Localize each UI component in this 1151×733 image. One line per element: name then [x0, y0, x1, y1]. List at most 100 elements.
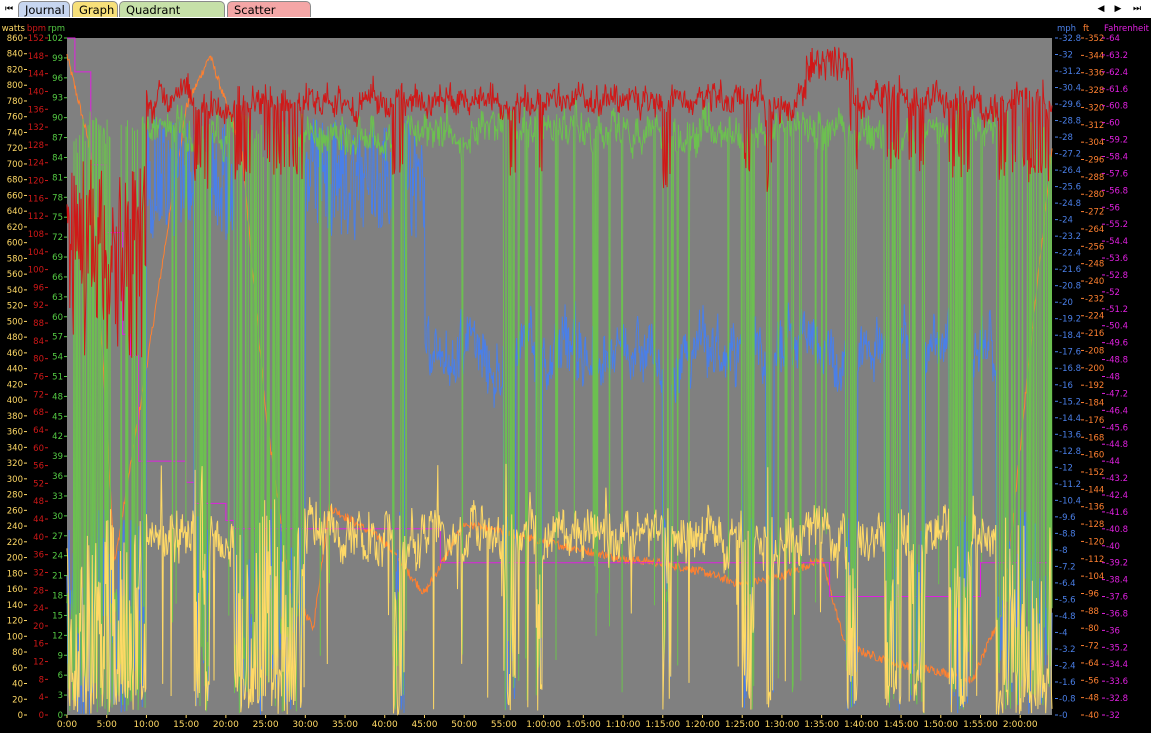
tick-label-ft: -288 [1085, 173, 1104, 183]
tick-label-ft: -160 [1085, 451, 1104, 461]
tick-label-fahrenheit: -40 [1106, 542, 1120, 552]
x-tick-label: 40:00 [372, 720, 398, 730]
tick-label-bpm: 84 [33, 337, 44, 347]
tick-label-fahrenheit: -37.6 [1106, 593, 1128, 603]
tick-label-bpm: 20 [33, 622, 44, 632]
tick-label-bpm: 0 [39, 711, 44, 721]
tab-journal[interactable]: Journal [18, 1, 70, 17]
x-tick-label: 1:15:00 [645, 720, 680, 730]
tick-label-ft: -352 [1085, 34, 1104, 44]
tick-label-rpm: 45 [52, 412, 63, 422]
tick-label-rpm: 90 [52, 114, 63, 124]
series-line-heart-rate [66, 46, 1053, 358]
tick-label-mph: -20.8 [1059, 282, 1081, 292]
tick-label-ft: -152 [1085, 468, 1104, 478]
tick-label-mph: -32 [1059, 51, 1073, 61]
tick-label-mph: -2.4 [1059, 661, 1076, 671]
tick-label-mph: -12 [1059, 463, 1073, 473]
tick-label-fahrenheit: -49.6 [1106, 339, 1128, 349]
tick-label-rpm: 15 [52, 611, 63, 621]
tick-label-fahrenheit: -48 [1106, 373, 1120, 383]
tick-label-watts: 80 [12, 648, 23, 658]
tick-label-ft: -320 [1085, 103, 1104, 113]
tick-label-rpm: 54 [52, 353, 63, 363]
tick-label-rpm: 39 [52, 452, 63, 462]
graph-chart[interactable]: watts02040608010012014016018020022024026… [0, 18, 1151, 733]
tick-label-bpm: 8 [39, 675, 44, 685]
tick-label-rpm: 9 [58, 651, 63, 661]
tick-label-ft: -208 [1085, 346, 1104, 356]
tick-label-rpm: 0 [58, 711, 63, 721]
axis-label-rpm: rpm [48, 24, 65, 34]
tab-scroll-last-icon[interactable]: ⏭ [1132, 4, 1142, 14]
tick-label-rpm: 84 [52, 153, 63, 163]
tick-label-fahrenheit: -53.6 [1106, 254, 1128, 264]
tick-label-fahrenheit: -55.2 [1106, 220, 1128, 230]
tick-label-bpm: 148 [28, 52, 44, 62]
tick-label-mph: -9.6 [1059, 513, 1076, 523]
tick-label-fahrenheit: -43.2 [1106, 474, 1128, 484]
tick-label-rpm: 72 [52, 233, 63, 243]
tick-label-watts: 620 [7, 223, 23, 233]
x-tick-label: 0:00 [57, 720, 77, 730]
tab-scroll-next-icon[interactable]: ▶ [1114, 4, 1122, 14]
tick-label-watts: 820 [7, 65, 23, 75]
tick-label-rpm: 42 [52, 432, 63, 442]
tab-graph[interactable]: Graph [72, 1, 118, 17]
tick-label-rpm: 63 [52, 293, 63, 303]
tick-label-fahrenheit: -51.2 [1106, 305, 1128, 315]
tick-label-bpm: 112 [28, 212, 44, 222]
tick-label-bpm: 24 [33, 604, 44, 614]
tick-label-watts: 0 [18, 711, 23, 721]
tick-label-rpm: 3 [58, 691, 63, 701]
tick-label-ft: -104 [1085, 572, 1104, 582]
tick-label-fahrenheit: -41.6 [1106, 508, 1128, 518]
tick-label-bpm: 12 [33, 658, 44, 668]
tick-label-bpm: 44 [33, 515, 44, 525]
tick-label-mph: -17.6 [1059, 348, 1081, 358]
tab-quadrant-analysis[interactable]: Quadrant Analysis [119, 1, 225, 33]
tick-label-rpm: 60 [52, 313, 63, 323]
tick-label-ft: -136 [1085, 503, 1104, 513]
tick-label-watts: 520 [7, 302, 23, 312]
tick-label-mph: -4.8 [1059, 612, 1076, 622]
x-tick-label: 30:00 [292, 720, 318, 730]
tick-label-watts: 680 [7, 176, 23, 186]
tick-label-fahrenheit: -44.8 [1106, 440, 1128, 450]
tick-label-mph: -6.4 [1059, 579, 1076, 589]
tick-label-fahrenheit: -50.4 [1106, 322, 1128, 332]
tick-label-rpm: 75 [52, 213, 63, 223]
tick-label-watts: 40 [12, 680, 23, 690]
tick-label-mph: -3.2 [1059, 645, 1076, 655]
tick-label-bpm: 60 [33, 444, 44, 454]
tick-label-fahrenheit: -42.4 [1106, 491, 1128, 501]
tick-label-watts: 660 [7, 191, 23, 201]
series-layer [66, 37, 1053, 716]
tick-label-watts: 180 [7, 569, 23, 579]
tick-label-ft: -248 [1085, 260, 1104, 270]
tick-label-fahrenheit: -60 [1106, 119, 1120, 129]
tab-scroll-first-icon[interactable]: ⏮ [4, 4, 14, 14]
tick-label-mph: -8 [1059, 546, 1067, 556]
tick-label-bpm: 124 [28, 159, 44, 169]
tick-label-ft: -40 [1085, 711, 1099, 721]
tick-label-watts: 260 [7, 506, 23, 516]
axis-label-fahrenheit: Fahrenheit [1104, 24, 1150, 34]
tick-label-ft: -72 [1085, 642, 1099, 652]
x-tick-label: 45:00 [411, 720, 437, 730]
tick-label-ft: -80 [1085, 624, 1099, 634]
x-tick-label: 1:25:00 [725, 720, 760, 730]
tick-label-bpm: 88 [33, 319, 44, 329]
axis-label-bpm: bpm [27, 24, 46, 34]
tick-label-rpm: 87 [52, 134, 63, 144]
axis-label-watts: watts [2, 24, 26, 34]
tab-scatter-graph[interactable]: Scatter Graph [227, 1, 311, 33]
tick-label-bpm: 48 [33, 497, 44, 507]
tab-scroll-prev-icon[interactable]: ◀ [1097, 4, 1105, 14]
tick-label-fahrenheit: -60.8 [1106, 102, 1128, 112]
tick-label-bpm: 92 [33, 301, 44, 311]
tick-label-ft: -280 [1085, 190, 1104, 200]
series-line-power [66, 463, 1053, 716]
tick-label-ft: -200 [1085, 364, 1104, 374]
x-tick-label: 1:45:00 [884, 720, 919, 730]
